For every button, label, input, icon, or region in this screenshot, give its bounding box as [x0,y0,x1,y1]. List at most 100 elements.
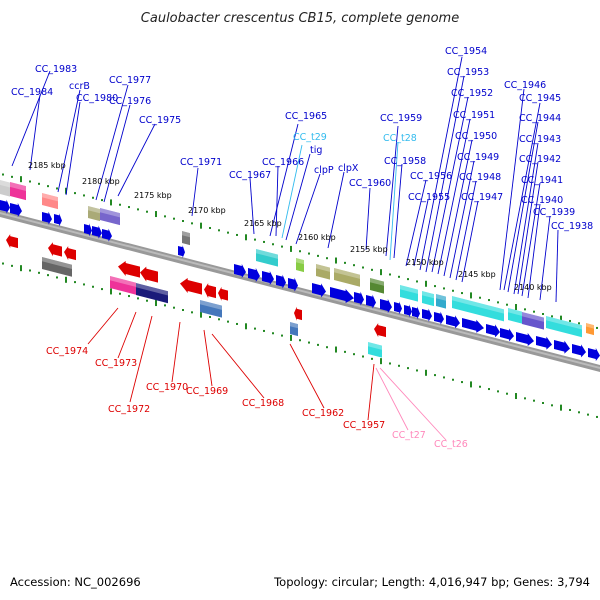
plus-feature-box [182,231,190,246]
gene-label-top[interactable]: CC_1975 [139,115,181,126]
gene-label-top[interactable]: clpX [338,163,359,174]
gene-label-bottom[interactable]: CC_1970 [146,382,188,393]
gene-label-top[interactable]: CC_1971 [180,157,222,168]
gene-label-top[interactable]: CC_1938 [551,221,593,232]
gene-label-top[interactable]: CC_1944 [519,113,561,124]
gene-label-top[interactable]: CC_1983 [35,64,77,75]
label-connector-line [393,163,403,259]
minus-feature-box [290,322,298,337]
plus-feature-box [100,208,120,226]
major-tick [560,404,562,411]
gene-label-top[interactable]: clpP [314,165,334,176]
gene-label-top[interactable]: CC_1960 [349,178,391,189]
minor-tick [146,299,148,302]
minor-tick [362,266,364,269]
gene-label-top[interactable]: CC_1984 [11,87,53,98]
gene-label-top[interactable]: CC_t29 [293,132,327,143]
plus-feature-box [370,278,384,294]
major-tick [335,346,337,353]
gene-label-top[interactable]: CC_1954 [445,46,487,57]
gene-label-top[interactable]: CC_1951 [453,110,495,121]
minor-tick [326,346,328,349]
minor-tick [47,185,49,188]
minor-tick [308,252,310,255]
gene-label-top[interactable]: CC_1945 [519,93,561,104]
gene-label-top[interactable]: CC_1943 [519,134,561,145]
gene-label-bottom[interactable]: CC_1962 [302,408,344,419]
gene-label-top[interactable]: CC_1958 [384,156,426,167]
gene-label-top[interactable]: CC_1980 [76,93,118,104]
kbp-marker: 2175 kbp [134,191,172,200]
label-connector-line [249,177,255,235]
gene-label-top[interactable]: CC_1950 [455,131,497,142]
gene-label-top[interactable]: CC_1967 [229,170,271,181]
minor-tick [479,385,481,388]
plus-gene-arrow [380,299,392,314]
gene-label-top[interactable]: CC_1946 [504,80,546,91]
kbp-marker: 2185 kbp [28,161,66,170]
minus-gene-arrow [180,277,202,295]
plus-feature-box-highlight [182,231,190,238]
gene-label-top[interactable]: CC_1942 [519,154,561,165]
gene-label-top[interactable]: CC_1977 [109,75,151,86]
gene-label-top[interactable]: CC_1940 [521,195,563,206]
gene-label-bottom[interactable]: CC_1974 [46,346,88,357]
minor-tick [344,261,346,264]
label-connector-line [521,182,541,297]
gene-label-bottom[interactable]: CC_t27 [392,430,426,441]
gene-label-top[interactable]: ccrB [69,81,90,92]
minor-tick [236,233,238,236]
minor-tick [317,254,319,257]
gene-label-top[interactable]: CC_1955 [408,192,450,203]
gene-label-bottom[interactable]: CC_t26 [434,439,468,450]
minor-tick [182,220,184,223]
gene-label-top[interactable]: CC_1953 [447,67,489,78]
plus-gene-arrow [92,225,102,239]
gene-label-top[interactable]: CC_1956 [410,171,452,182]
plus-feature-box [522,312,544,330]
gene-label-bottom[interactable]: CC_1973 [95,358,137,369]
gene-label-bottom[interactable]: CC_1957 [343,420,385,431]
minus-gene-arrow [64,246,76,261]
major-tick [155,300,157,307]
plus-feature-box [508,308,522,324]
plus-feature-box [256,249,278,267]
minus-gene-arrow [6,234,18,249]
minor-tick [263,240,265,243]
gene-label-bottom[interactable]: CC_1969 [186,386,228,397]
label-connector-line [437,118,471,275]
plus-feature-box-highlight [316,264,330,272]
minor-tick [254,327,256,330]
gene-label-top[interactable]: CC_1939 [533,207,575,218]
gene-label-bottom[interactable]: CC_1968 [242,398,284,409]
label-connector-line [555,229,559,303]
gene-label-top[interactable]: CC_1948 [459,172,501,183]
gene-label-top[interactable]: CC_1941 [521,175,563,186]
minor-tick [191,222,193,225]
gene-label-top[interactable]: CC_1949 [457,152,499,163]
gene-label-top[interactable]: CC_t28 [383,133,417,144]
plus-feature-box-highlight [42,193,58,202]
label-connector-line [285,153,311,241]
plus-feature-box-highlight [100,208,120,218]
gene-label-top[interactable]: CC_1976 [109,96,151,107]
kbp-marker: 2145 kbp [458,270,496,279]
gene-label-top[interactable]: tig [310,145,322,156]
gene-label-top[interactable]: CC_1959 [380,113,422,124]
gene-label-top[interactable]: CC_1952 [451,88,493,99]
gene-label-top[interactable]: CC_1966 [262,157,304,168]
kbp-marker: 2180 kbp [82,177,120,186]
gene-label-top[interactable]: CC_1965 [285,111,327,122]
minus-gene-arrow [140,266,158,283]
chromosome-backbone [0,210,600,372]
label-connector-line [413,199,429,267]
gene-label-top[interactable]: CC_1947 [461,192,503,203]
kbp-marker: 2155 kbp [350,245,388,254]
plus-gene-arrow [42,211,52,225]
minor-tick [524,397,526,400]
gene-label-bottom[interactable]: CC_1972 [108,404,150,415]
major-tick [20,176,22,183]
minor-tick [551,315,553,318]
